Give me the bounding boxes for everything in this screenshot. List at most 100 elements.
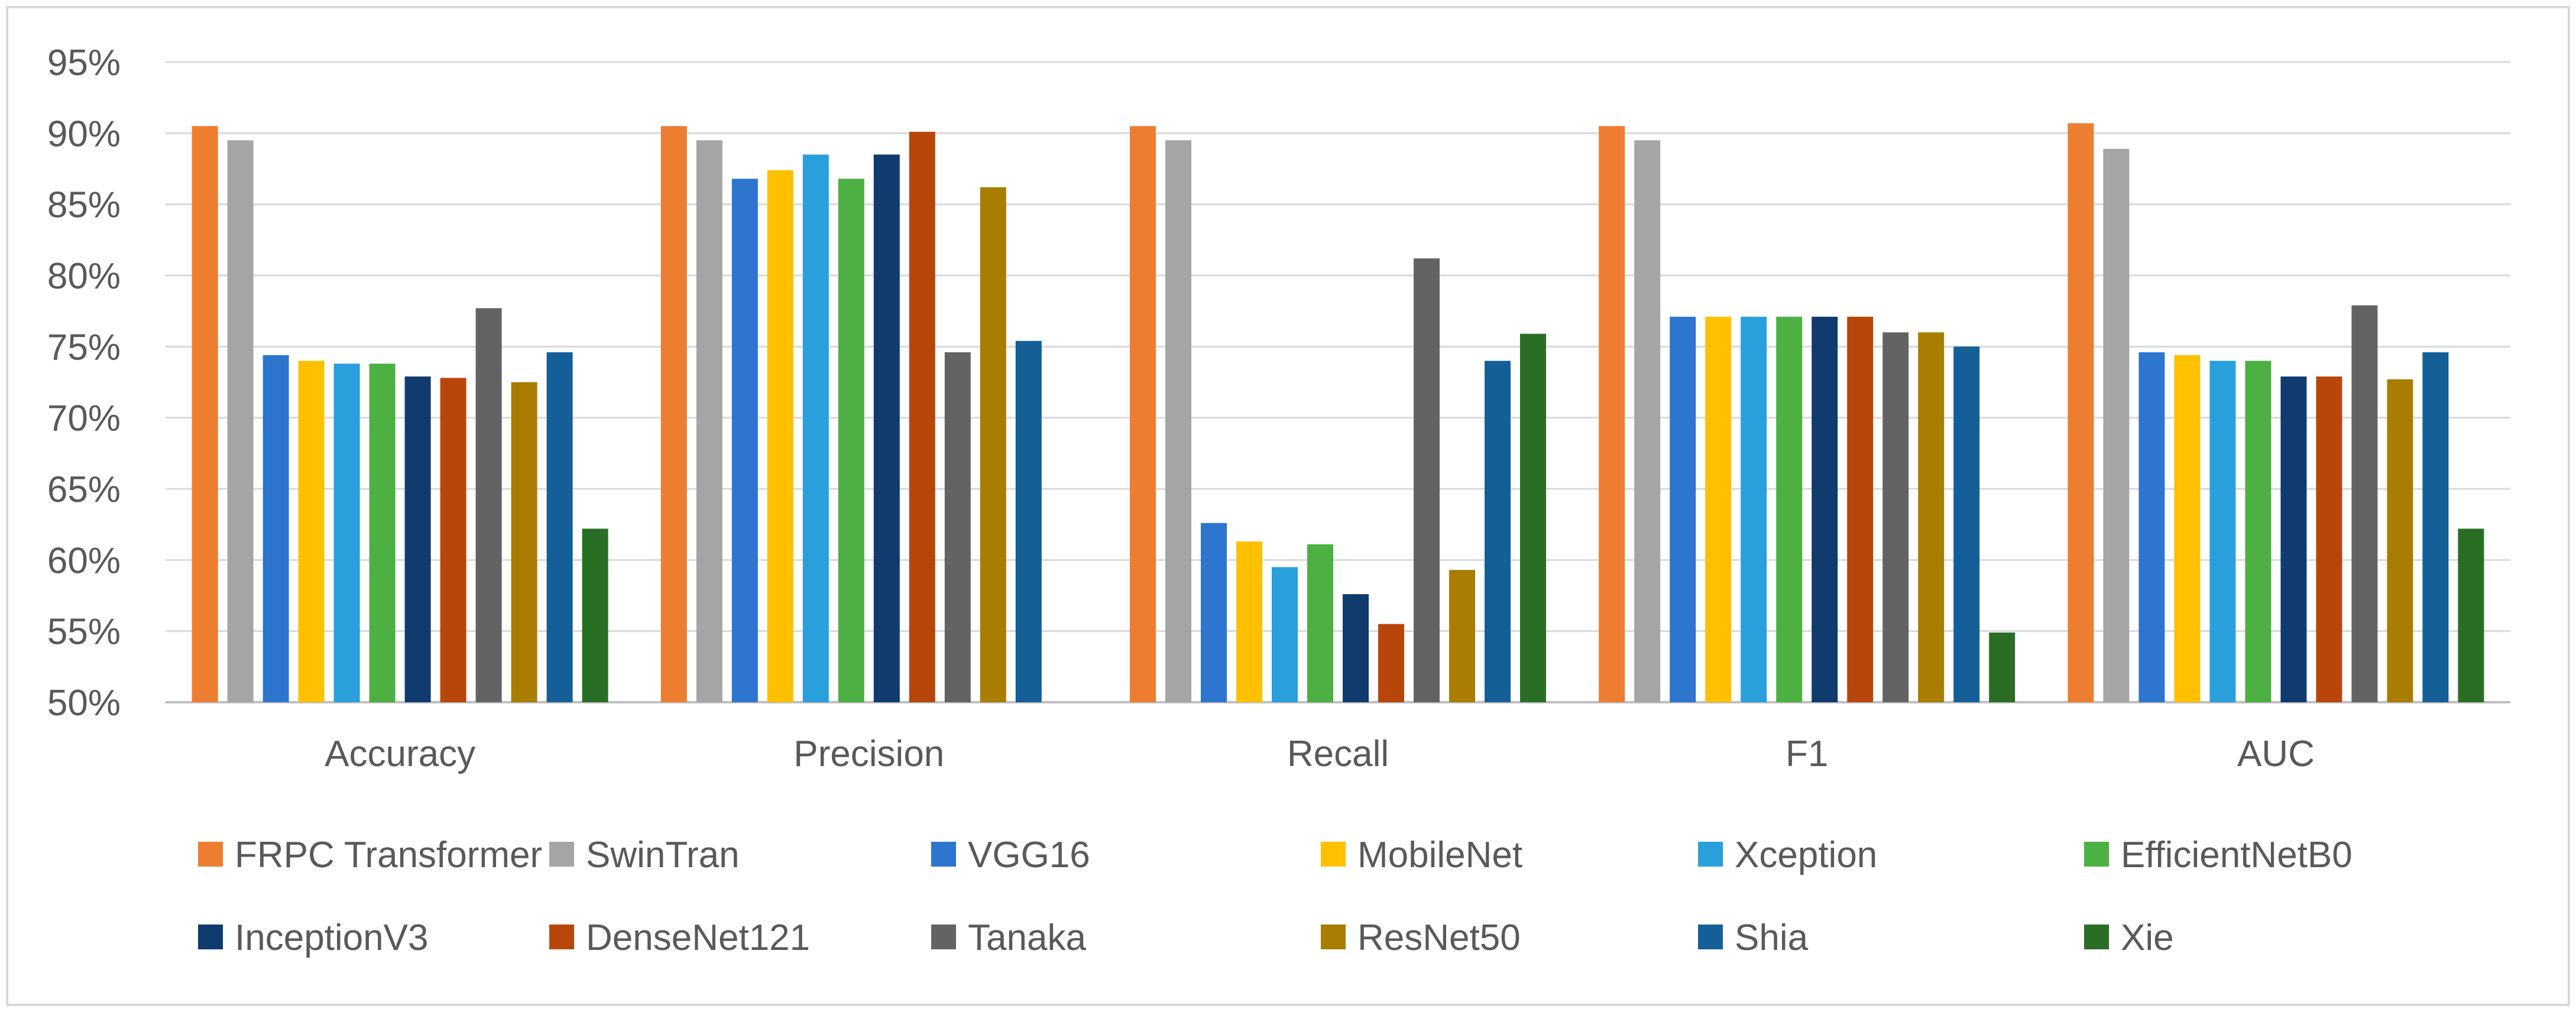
bar-frpc-transformer-precision: [660, 126, 687, 703]
bar-xie-accuracy: [582, 528, 608, 702]
bar-densenet121-auc: [2316, 376, 2342, 702]
y-tick-label: 65%: [47, 469, 121, 510]
bar-resnet50-auc: [2387, 379, 2413, 702]
legend-label: ResNet50: [1357, 917, 1521, 958]
chart-frame: 50% 55% 60% 65% 70% 75% 80% 85% 90% 95% Accuracy P…: [6, 6, 2570, 1006]
y-tick-label: 55%: [47, 612, 121, 653]
bar-tanaka-f1: [1882, 332, 1909, 702]
bar-mobilenet-accuracy: [298, 361, 325, 702]
bar-shia-recall: [1485, 361, 1511, 702]
y-tick-label: 85%: [47, 185, 121, 226]
bar-densenet121-precision: [909, 131, 935, 703]
bar-efficientnetb0-precision: [838, 179, 864, 702]
legend-item-inceptionv3: InceptionV3: [198, 917, 428, 958]
bar-xie-auc: [2458, 528, 2484, 702]
bar-xception-auc: [2209, 361, 2236, 702]
bar-inceptionv3-accuracy: [404, 376, 431, 702]
legend-item-xception: Xception: [1698, 835, 1877, 875]
bar-efficientnetb0-f1: [1776, 316, 1803, 702]
bar-xception-f1: [1741, 316, 1767, 702]
bar-xie-recall: [1520, 333, 1546, 702]
bar-vgg16-precision: [731, 179, 758, 702]
bar-mobilenet-recall: [1236, 541, 1262, 702]
bar-chart: 50% 55% 60% 65% 70% 75% 80% 85% 90% 95% Accuracy P…: [47, 43, 2510, 958]
legend-item-mobilenet: MobileNet: [1321, 835, 1522, 875]
bar-tanaka-accuracy: [475, 308, 502, 702]
bar-frpc-transformer-auc: [2068, 123, 2094, 702]
bar-resnet50-accuracy: [511, 382, 537, 702]
bar-resnet50-precision: [980, 187, 1006, 703]
legend-item-efficientnetb0: EfficientNetB0: [2084, 835, 2353, 875]
legend-swatch: [1321, 925, 1346, 949]
bar-inceptionv3-precision: [873, 154, 900, 702]
y-tick-label: 90%: [47, 113, 121, 154]
legend-swatch: [1698, 925, 1723, 949]
bar-swintran-accuracy: [227, 140, 254, 702]
bar-xception-accuracy: [333, 364, 360, 702]
legend: FRPC Transformer SwinTran VGG16 MobileNet Xc…: [198, 835, 2353, 958]
bar-vgg16-accuracy: [263, 355, 289, 702]
y-tick-label: 95%: [47, 43, 121, 83]
bar-resnet50-f1: [1918, 332, 1945, 702]
y-tick-label: 80%: [47, 256, 121, 297]
bar-densenet121-accuracy: [440, 378, 466, 702]
bar-resnet50-recall: [1449, 570, 1475, 702]
legend-label: InceptionV3: [235, 917, 428, 958]
bar-frpc-transformer-f1: [1599, 126, 1625, 703]
bar-vgg16-auc: [2138, 352, 2165, 702]
legend-swatch: [198, 925, 223, 949]
bar-vgg16-f1: [1670, 316, 1696, 702]
bar-tanaka-recall: [1414, 258, 1440, 702]
bar-efficientnetb0-recall: [1307, 544, 1333, 702]
legend-label: Xception: [1735, 835, 1877, 875]
x-axis: Accuracy Precision Recall F1 AUC: [325, 734, 2315, 774]
x-category-label: Recall: [1287, 734, 1389, 774]
legend-swatch: [1698, 842, 1723, 867]
legend-label: FRPC Transformer: [235, 835, 542, 875]
bar-mobilenet-precision: [767, 170, 793, 702]
bar-shia-auc: [2422, 352, 2449, 702]
x-category-label: Precision: [793, 734, 944, 774]
legend-item-xie: Xie: [2084, 917, 2174, 958]
bar-xception-recall: [1272, 567, 1298, 702]
legend-item-tanaka: Tanaka: [931, 917, 1086, 958]
legend-item-densenet121: DenseNet121: [549, 917, 810, 958]
legend-label: VGG16: [968, 835, 1090, 875]
legend-swatch: [198, 842, 223, 867]
bar-efficientnetb0-accuracy: [369, 364, 396, 702]
bar-xie-f1: [1989, 632, 2016, 702]
bar-tanaka-precision: [944, 352, 971, 702]
bar-vgg16-recall: [1201, 523, 1227, 702]
bar-inceptionv3-f1: [1812, 316, 1838, 702]
y-tick-label: 60%: [47, 540, 121, 581]
legend-item-swintran: SwinTran: [549, 835, 740, 875]
bars: [192, 123, 2484, 703]
legend-item-frpc-transformer: FRPC Transformer: [198, 835, 542, 875]
legend-swatch: [549, 925, 574, 949]
bar-tanaka-auc: [2351, 305, 2378, 702]
legend-swatch: [549, 842, 574, 867]
bar-shia-accuracy: [546, 352, 573, 702]
bar-mobilenet-auc: [2174, 355, 2201, 702]
bar-mobilenet-f1: [1705, 316, 1732, 702]
bar-frpc-transformer-accuracy: [192, 126, 218, 703]
bar-frpc-transformer-recall: [1130, 126, 1156, 703]
y-axis: 50% 55% 60% 65% 70% 75% 80% 85% 90% 95%: [47, 43, 121, 724]
bar-densenet121-recall: [1378, 624, 1404, 702]
bar-inceptionv3-recall: [1343, 594, 1369, 702]
bar-shia-f1: [1953, 346, 1980, 702]
legend-item-shia: Shia: [1698, 917, 1809, 958]
x-category-label: F1: [1786, 734, 1828, 774]
legend-swatch: [931, 842, 956, 867]
x-category-label: Accuracy: [325, 734, 475, 774]
bar-densenet121-f1: [1847, 316, 1874, 702]
x-category-label: AUC: [2237, 734, 2315, 774]
legend-label: Shia: [1735, 917, 1809, 958]
bar-xception-precision: [802, 154, 829, 702]
legend-swatch: [1321, 842, 1346, 867]
y-tick-label: 50%: [47, 683, 121, 724]
bar-swintran-precision: [696, 140, 722, 702]
legend-label: MobileNet: [1357, 835, 1522, 875]
bar-swintran-f1: [1634, 140, 1661, 702]
bar-swintran-recall: [1165, 140, 1191, 702]
